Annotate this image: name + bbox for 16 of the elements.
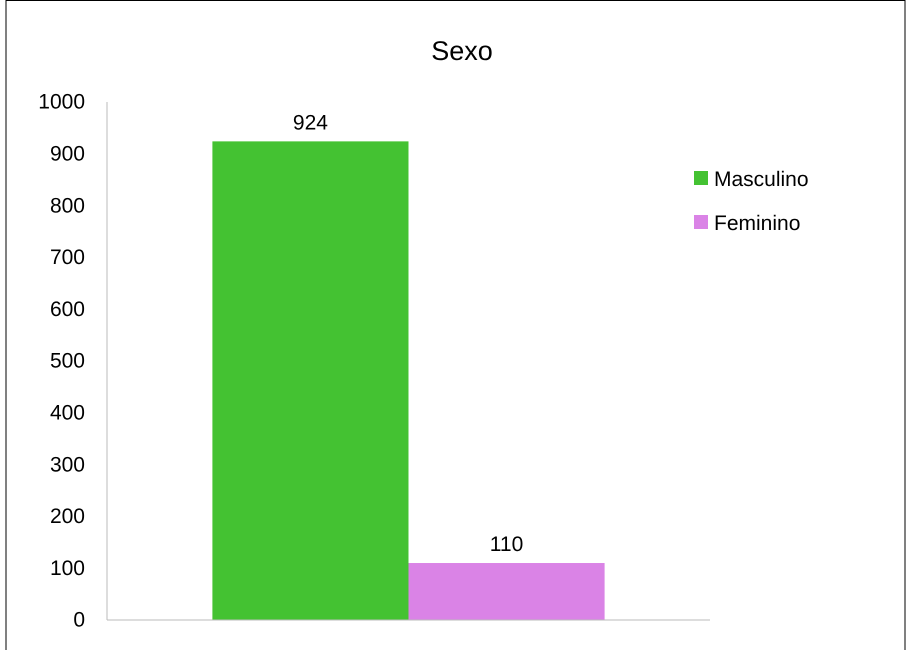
data-label: 924 [292,111,328,134]
y-tick-label: 700 [50,246,85,270]
y-tick-label: 200 [50,505,85,528]
legend-label: Feminino [714,212,800,235]
y-tick-label: 1000 [38,90,85,114]
y-tick-label: 400 [50,402,85,425]
y-tick-label: 900 [50,142,85,166]
y-tick-label: 600 [50,298,85,321]
y-tick-label: 500 [50,350,85,373]
y-tick-label: 100 [50,556,85,580]
legend-label: Masculino [714,168,809,191]
y-tick-label: 0 [73,608,85,632]
y-tick-label: 800 [50,194,85,218]
data-label: 110 [490,533,524,556]
chart-title: Sexo [431,36,493,66]
y-tick-label: 300 [50,453,85,476]
